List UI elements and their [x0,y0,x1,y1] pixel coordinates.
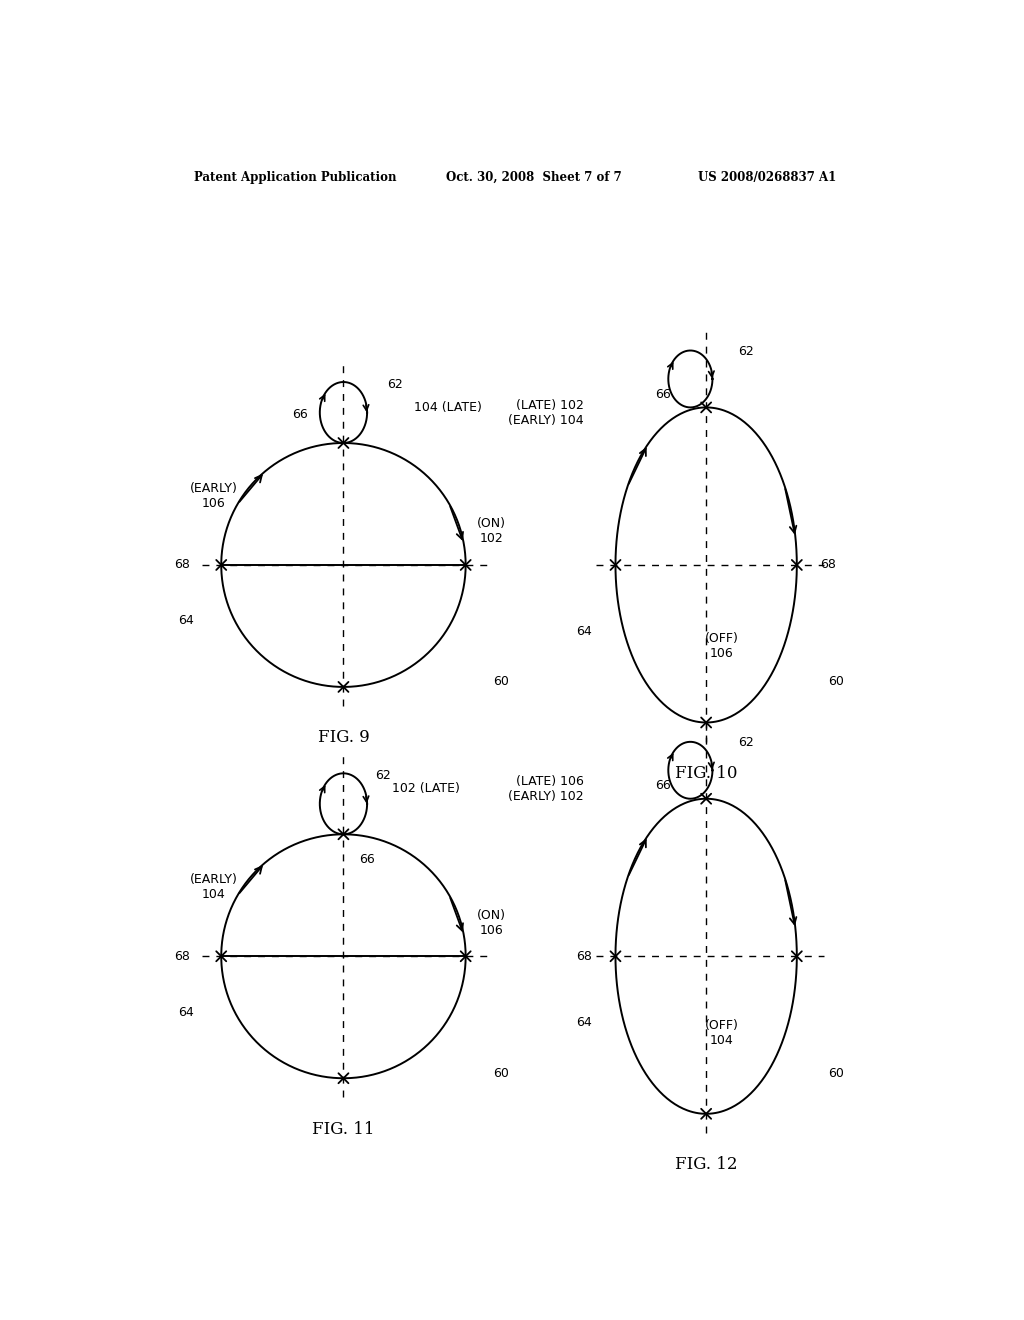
Text: 104 (LATE): 104 (LATE) [415,401,482,414]
Text: 68: 68 [174,950,189,962]
Text: FIG. 9: FIG. 9 [317,729,370,746]
Text: (EARLY)
106: (EARLY) 106 [189,482,238,510]
Text: 60: 60 [828,1067,844,1080]
Text: Oct. 30, 2008  Sheet 7 of 7: Oct. 30, 2008 Sheet 7 of 7 [446,172,622,185]
Text: 64: 64 [577,1016,592,1028]
Text: 62: 62 [737,345,754,358]
Text: 60: 60 [828,676,844,688]
Text: 62: 62 [387,378,402,391]
Text: 68: 68 [820,558,837,572]
Text: (EARLY)
104: (EARLY) 104 [189,873,238,902]
Text: 64: 64 [178,614,194,627]
Text: 102 (LATE): 102 (LATE) [392,781,460,795]
Text: 60: 60 [494,1067,509,1080]
Text: 66: 66 [359,853,375,866]
Text: 66: 66 [292,408,308,421]
Text: FIG. 12: FIG. 12 [675,1156,737,1173]
Text: 64: 64 [577,624,592,638]
Text: 64: 64 [178,1006,194,1019]
Text: 68: 68 [174,558,189,572]
Text: 66: 66 [655,779,671,792]
Text: (OFF)
106: (OFF) 106 [705,632,739,660]
Text: Patent Application Publication: Patent Application Publication [194,172,396,185]
Text: (ON)
106: (ON) 106 [477,908,506,937]
Text: FIG. 10: FIG. 10 [675,764,737,781]
Text: 68: 68 [575,950,592,962]
Text: 62: 62 [375,768,391,781]
Text: (LATE) 106
(EARLY) 102: (LATE) 106 (EARLY) 102 [508,775,584,803]
Text: US 2008/0268837 A1: US 2008/0268837 A1 [698,172,837,185]
Text: 66: 66 [655,388,671,401]
Text: 60: 60 [494,676,509,688]
Text: 62: 62 [737,737,754,750]
Text: (OFF)
104: (OFF) 104 [705,1019,739,1047]
Text: (LATE) 102
(EARLY) 104: (LATE) 102 (EARLY) 104 [508,399,584,426]
Text: (ON)
102: (ON) 102 [477,517,506,545]
Text: FIG. 11: FIG. 11 [312,1121,375,1138]
